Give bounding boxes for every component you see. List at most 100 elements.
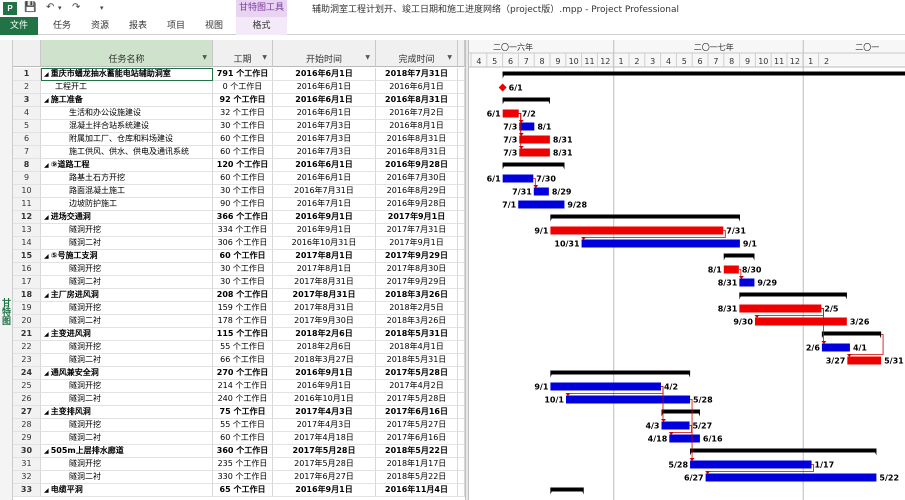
task-name-cell[interactable]: 隧洞二衬 [41,393,213,406]
finish-cell[interactable]: 2018年5月31日 [376,354,458,367]
task-row[interactable]: 2 工程开工 0 个工作日 2016年6月1日 2016年6月1日 [13,81,465,94]
finish-cell[interactable]: 2017年5月28日 [376,393,458,406]
task-id-cell[interactable]: 22 [13,341,41,354]
task-id-cell[interactable]: 33 [13,484,41,497]
duration-cell[interactable]: 159 个工作日 [213,302,273,315]
view-splitter[interactable] [465,40,469,500]
duration-cell[interactable]: 178 个工作日 [213,315,273,328]
task-row[interactable]: 24 ◢ 通风兼安全洞 270 个工作日 2016年9月1日 2017年5月28日 [13,367,465,380]
task-name-cell[interactable]: 隧洞二衬 [41,471,213,484]
task-row[interactable]: 31 隧洞开挖 235 个工作日 2017年5月28日 2018年1月17日 [13,458,465,471]
redo-icon[interactable]: ↷ [72,2,81,13]
task-name-cell[interactable]: 隧洞开挖 [41,458,213,471]
add-column-cell[interactable] [458,146,465,159]
start-cell[interactable]: 2016年6月1日 [273,68,376,81]
start-cell[interactable]: 2016年9月1日 [273,211,376,224]
task-name-cell[interactable]: ◢ 进场交通洞 [41,211,213,224]
task-name-cell[interactable]: 工程开工 [41,81,213,94]
add-column-cell[interactable] [458,445,465,458]
task-name-cell[interactable]: ◢ 主变排风洞 [41,406,213,419]
finish-cell[interactable]: 2017年9月29日 [376,250,458,263]
customize-toolbar-icon[interactable]: ▾ [100,4,104,12]
start-cell[interactable]: 2016年9月1日 [273,224,376,237]
duration-cell[interactable]: 366 个工作日 [213,211,273,224]
collapse-toggle-icon[interactable]: ◢ [44,487,51,494]
task-name-cell[interactable]: ◢ ⑨道路工程 [41,159,213,172]
finish-cell[interactable]: 2016年8月31日 [376,94,458,107]
finish-cell[interactable]: 2018年2月5日 [376,302,458,315]
collapse-toggle-icon[interactable]: ◢ [44,97,51,104]
task-id-cell[interactable]: 16 [13,263,41,276]
add-column-cell[interactable] [458,172,465,185]
start-cell[interactable]: 2016年7月1日 [273,198,376,211]
finish-cell[interactable]: 2017年9月29日 [376,276,458,289]
task-row[interactable]: 5 混凝土拌合站系统建设 30 个工作日 2016年7月3日 2016年8月1日 [13,120,465,133]
task-id-cell[interactable]: 25 [13,380,41,393]
add-column-cell[interactable] [458,419,465,432]
task-row[interactable]: 18 ◢ 主厂房进风洞 208 个工作日 2017年8月31日 2018年3月26日 [13,289,465,302]
add-column-cell[interactable] [458,302,465,315]
column-header-task-name[interactable]: 任务名称 ▼ [41,40,213,67]
duration-cell[interactable]: 360 个工作日 [213,445,273,458]
tab-file[interactable]: 文件 [0,17,38,35]
duration-cell[interactable]: 92 个工作日 [213,94,273,107]
task-name-cell[interactable]: 隧洞二衬 [41,237,213,250]
task-name-cell[interactable]: 隧洞开挖 [41,341,213,354]
task-row[interactable]: 1 ◢ 重庆市蟠龙抽水蓄能电站辅助洞室 791 个工作日 2016年6月1日 2018年… [13,68,465,81]
task-id-cell[interactable]: 28 [13,419,41,432]
add-column-cell[interactable] [458,484,465,497]
add-column-cell[interactable] [458,237,465,250]
task-id-cell[interactable]: 17 [13,276,41,289]
task-id-cell[interactable]: 15 [13,250,41,263]
task-name-cell[interactable]: 施工供风、供水、供电及通讯系统 [41,146,213,159]
finish-cell[interactable]: 2018年3月26日 [376,289,458,302]
finish-cell[interactable]: 2018年4月1日 [376,341,458,354]
finish-cell[interactable]: 2016年8月1日 [376,120,458,133]
duration-cell[interactable]: 66 个工作日 [213,354,273,367]
collapse-toggle-icon[interactable]: ◢ [44,370,51,377]
task-row[interactable]: 29 隧洞二衬 60 个工作日 2017年4月18日 2017年6月16日 [13,432,465,445]
start-cell[interactable]: 2017年4月18日 [273,432,376,445]
task-id-cell[interactable]: 2 [13,81,41,94]
collapse-toggle-icon[interactable]: ◢ [44,409,51,416]
task-row[interactable]: 17 隧洞二衬 30 个工作日 2017年8月31日 2017年9月29日 [13,276,465,289]
collapse-toggle-icon[interactable]: ◢ [44,71,51,78]
task-row[interactable]: 30 ◢ 505m上层排水廊道 360 个工作日 2017年5月28日 2018年5月2… [13,445,465,458]
task-id-cell[interactable]: 21 [13,328,41,341]
task-row[interactable]: 4 生活和办公设施建设 32 个工作日 2016年6月1日 2016年7月2日 [13,107,465,120]
tab-project[interactable]: 项目 [166,21,185,31]
duration-cell[interactable]: 30 个工作日 [213,185,273,198]
task-sheet[interactable]: 任务名称 ▼ 工期 ▼ 开始时间 ▼ 完成时间 ▼ 1 ◢ 重庆市蟠龙抽水蓄能电站辅助洞室… [13,40,465,500]
task-row[interactable]: 6 附属加工厂、仓库和料场建设 60 个工作日 2016年7月3日 2016年8月31日 [13,133,465,146]
tab-report[interactable]: 报表 [128,21,147,31]
start-cell[interactable]: 2018年3月27日 [273,354,376,367]
duration-cell[interactable]: 60 个工作日 [213,432,273,445]
duration-cell[interactable]: 30 个工作日 [213,276,273,289]
finish-cell[interactable]: 2017年8月30日 [376,263,458,276]
add-column-cell[interactable] [458,380,465,393]
collapse-toggle-icon[interactable]: ◢ [44,448,51,455]
start-cell[interactable]: 2017年8月31日 [273,276,376,289]
add-column-cell[interactable] [458,432,465,445]
task-name-cell[interactable]: ◢ 电缆平洞 [41,484,213,497]
add-column-cell[interactable] [458,120,465,133]
start-cell[interactable]: 2017年6月27日 [273,471,376,484]
task-id-cell[interactable]: 9 [13,172,41,185]
start-cell[interactable]: 2017年8月31日 [273,289,376,302]
duration-cell[interactable]: 791 个工作日 [213,68,273,81]
save-icon[interactable]: 💾 [24,2,37,13]
add-column-cell[interactable] [458,198,465,211]
add-column-cell[interactable] [458,393,465,406]
finish-cell[interactable]: 2017年4月2日 [376,380,458,393]
duration-cell[interactable]: 60 个工作日 [213,172,273,185]
filter-dropdown-icon[interactable]: ▼ [202,54,207,61]
task-id-cell[interactable]: 12 [13,211,41,224]
undo-icon[interactable]: ↶ [46,2,55,13]
duration-cell[interactable]: 240 个工作日 [213,393,273,406]
start-cell[interactable]: 2017年8月31日 [273,302,376,315]
column-header-add[interactable] [458,40,465,67]
task-name-cell[interactable]: 隧洞二衬 [41,354,213,367]
finish-cell[interactable]: 2016年8月31日 [376,146,458,159]
finish-cell[interactable]: 2016年7月30日 [376,172,458,185]
add-column-cell[interactable] [458,276,465,289]
